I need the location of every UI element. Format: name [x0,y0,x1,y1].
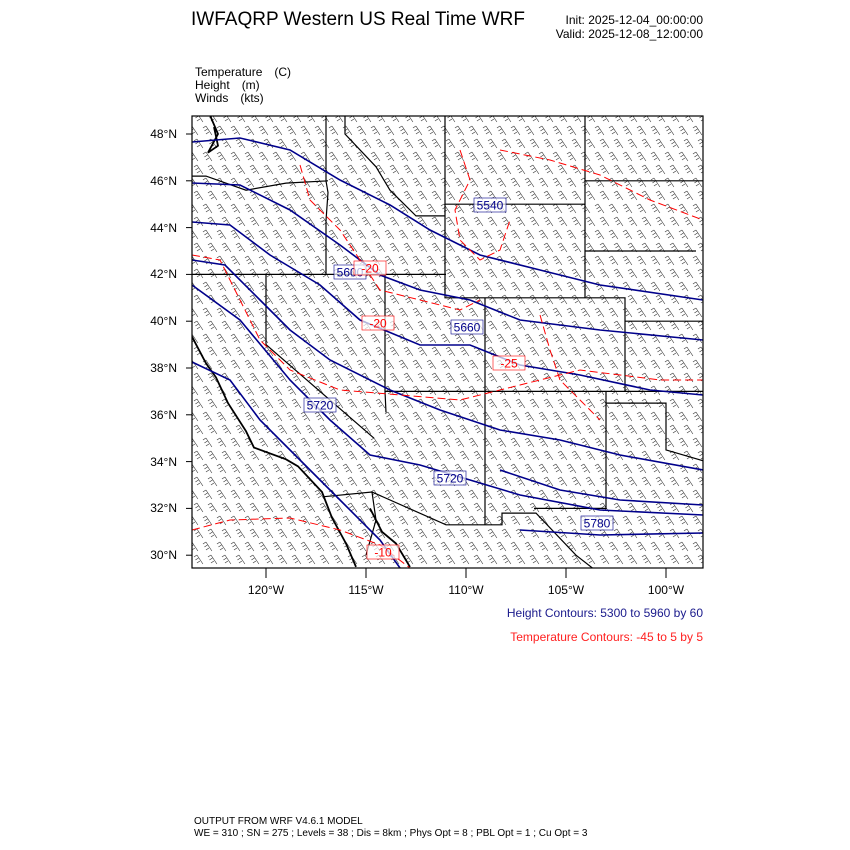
lon-tick-label: 115°W [348,583,384,597]
height-contour-line [192,284,703,516]
height-contour-label-box [433,470,467,486]
lon-tick-label: 100°W [647,583,685,597]
lon-tick-label: 105°W [547,583,585,597]
lat-tick-label: 46°N [150,173,177,188]
height-contour-label: 5720 [437,472,464,486]
field-name: Temperature [195,65,263,79]
axis-ticks [186,133,667,578]
height-contour-label: 5660 [454,321,481,335]
map-frame [191,115,704,569]
temperature-contour-line [192,517,411,568]
temperature-contour-label: -20 [369,317,387,331]
lon-tick-label: 110°W [448,583,484,597]
lat-tick-label: 32°N [150,501,177,516]
init-time: Init: 2025-12-04_00:00:00 [565,13,703,27]
height-contour-label-box [580,515,614,531]
height-contour-line [192,182,703,341]
lat-tick-label: 34°N [150,454,177,469]
field-unit: (C) [274,65,292,79]
field-height: Height (m) [195,78,260,92]
height-contour-line [499,469,703,506]
height-contour-line [192,221,703,396]
height-contour-label-box [303,397,337,413]
height-contour-label-box [473,197,507,213]
lat-tick-label: 30°N [150,548,177,563]
temperature-contour-label-box [361,315,395,331]
temperature-contour-label-box [492,355,526,371]
field-name: Winds [195,91,229,105]
height-contour-line [192,259,703,471]
field-name: Height [195,78,230,92]
height-contour-label: 5780 [584,517,611,531]
temperature-contour-line [499,149,703,221]
lat-tick-label: 48°N [150,127,177,141]
temperature-legend: Temperature Contours: -45 to 5 by 5 [510,630,703,644]
temperature-contour-label: -10 [374,546,392,560]
lat-tick-label: 38°N [150,361,177,375]
field-temperature: Temperature (C) [195,65,291,79]
footer-config: WE = 310 ; SN = 275 ; Levels = 38 ; Dis … [194,828,588,839]
lat-tick-label: 42°N [150,267,177,282]
lat-tick-label: 40°N [150,314,177,329]
chart-title: IWFAQRP Western US Real Time WRF [191,9,525,30]
valid-time: Valid: 2025-12-08_12:00:00 [555,27,703,41]
temperature-contour-line [454,149,511,261]
field-winds: Winds (kts) [195,91,264,105]
lat-tick-label: 44°N [150,220,177,235]
height-contours [192,137,703,568]
height-contour-line [192,137,703,301]
lat-tick-label: 36°N [150,407,177,422]
field-unit: (m) [241,78,260,92]
temperature-contour-label: -25 [500,357,518,371]
height-contour-label: 5540 [477,199,504,213]
temperature-contour-label-box [353,260,387,276]
height-contour-label: 5720 [307,399,334,413]
state-borders [192,116,703,568]
lon-tick-label: 120°W [247,583,285,597]
temperature-contour-line [539,314,601,421]
field-unit: (kts) [240,91,264,105]
height-contour-label-box [450,319,484,335]
temperature-contour-label: -20 [361,262,379,276]
height-contour-line [519,529,703,536]
height-contour-line [192,361,401,568]
temperature-contour-line [192,254,703,401]
footer-model: OUTPUT FROM WRF V4.6.1 MODEL [194,816,363,827]
height-legend: Height Contours: 5300 to 5960 by 60 [506,606,703,620]
temperature-contour-label-box [366,544,400,560]
